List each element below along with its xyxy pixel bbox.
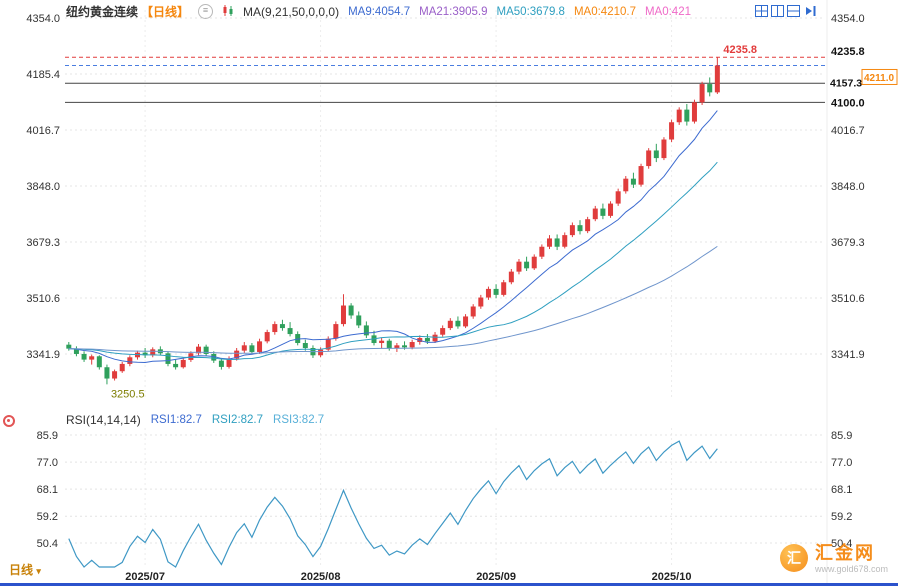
svg-text:3510.6: 3510.6 bbox=[26, 293, 60, 305]
svg-text:2025/10: 2025/10 bbox=[652, 571, 692, 583]
svg-text:4354.0: 4354.0 bbox=[831, 13, 865, 25]
layout-vertical-split-icon[interactable] bbox=[771, 4, 784, 22]
ma0-readout-1: MA0:4210.7 bbox=[573, 5, 636, 18]
svg-text:4354.0: 4354.0 bbox=[26, 13, 60, 25]
svg-text:2025/09: 2025/09 bbox=[476, 571, 516, 583]
svg-text:3848.0: 3848.0 bbox=[831, 181, 865, 193]
svg-text:59.2: 59.2 bbox=[37, 511, 58, 523]
layout-toolbar bbox=[755, 4, 816, 22]
svg-text:3341.9: 3341.9 bbox=[831, 349, 865, 361]
ma0-readout-2: MA0:421 bbox=[644, 5, 691, 18]
collapse-right-icon[interactable] bbox=[803, 4, 816, 22]
svg-text:4016.7: 4016.7 bbox=[831, 125, 865, 137]
rsi-header: RSI(14,14,14) RSI1:82.7 RSI2:82.7 RSI3:8… bbox=[66, 413, 324, 427]
indicator-marker-icon[interactable] bbox=[3, 415, 15, 427]
svg-text:4235.8: 4235.8 bbox=[723, 44, 757, 56]
main-chart-header: 纽约黄金连续 【日线】 ≡ MA(9,21,50,0,0,0) MA9:4054.… bbox=[66, 3, 691, 20]
svg-text:68.1: 68.1 bbox=[37, 484, 58, 496]
brand-name: 汇金网 bbox=[814, 542, 875, 563]
ma-settings-label: MA(9,21,50,0,0,0) bbox=[243, 4, 340, 19]
ma50-readout: MA50:3679.8 bbox=[496, 5, 565, 18]
layout-horizontal-split-icon[interactable] bbox=[787, 4, 800, 22]
chevron-down-icon: ▾ bbox=[36, 566, 41, 576]
candlestick-icon bbox=[222, 4, 234, 20]
svg-text:3510.6: 3510.6 bbox=[831, 293, 865, 305]
rsi2-readout: RSI2:82.7 bbox=[211, 414, 264, 426]
svg-text:2025/07: 2025/07 bbox=[125, 571, 165, 583]
svg-text:3679.3: 3679.3 bbox=[26, 237, 60, 249]
svg-text:3250.5: 3250.5 bbox=[111, 388, 145, 400]
svg-text:2025/08: 2025/08 bbox=[301, 571, 341, 583]
instrument-title: 纽约黄金连续 bbox=[66, 5, 139, 19]
svg-text:50.4: 50.4 bbox=[37, 538, 58, 550]
period-tag: 【日线】 bbox=[141, 5, 190, 19]
svg-text:4211.0: 4211.0 bbox=[864, 73, 894, 84]
svg-text:85.9: 85.9 bbox=[831, 430, 852, 442]
brand-url: www.gold678.com bbox=[814, 563, 888, 574]
rsi3-readout: RSI3:82.7 bbox=[273, 414, 325, 426]
svg-text:4100.0: 4100.0 bbox=[831, 97, 865, 109]
brand-watermark: 汇 汇金网 www.gold678.com bbox=[779, 542, 888, 574]
ma9-readout: MA9:4054.7 bbox=[348, 5, 411, 18]
ma21-readout: MA21:3905.9 bbox=[419, 5, 488, 18]
layout-grid-icon[interactable] bbox=[755, 4, 768, 22]
period-selector-label: 日线 bbox=[9, 563, 34, 577]
svg-text:77.0: 77.0 bbox=[831, 457, 852, 469]
svg-text:85.9: 85.9 bbox=[37, 430, 58, 442]
svg-text:4016.7: 4016.7 bbox=[26, 125, 60, 137]
svg-text:77.0: 77.0 bbox=[37, 457, 58, 469]
period-selector[interactable]: 日线 ▾ bbox=[9, 561, 41, 578]
rsi1-readout: RSI1:82.7 bbox=[150, 414, 202, 426]
svg-text:3848.0: 3848.0 bbox=[26, 181, 60, 193]
svg-text:59.2: 59.2 bbox=[831, 511, 852, 523]
svg-text:4157.3: 4157.3 bbox=[830, 77, 862, 89]
brand-logo: 汇 bbox=[779, 544, 808, 573]
svg-text:3679.3: 3679.3 bbox=[831, 237, 865, 249]
svg-text:50.4: 50.4 bbox=[831, 538, 852, 550]
indicator-settings-icon[interactable]: ≡ bbox=[198, 4, 214, 19]
svg-text:4185.4: 4185.4 bbox=[26, 69, 60, 81]
svg-text:4235.8: 4235.8 bbox=[831, 46, 865, 58]
svg-text:3341.9: 3341.9 bbox=[26, 349, 60, 361]
svg-text:68.1: 68.1 bbox=[831, 484, 852, 496]
rsi-settings-label: RSI(14,14,14) bbox=[66, 413, 141, 427]
